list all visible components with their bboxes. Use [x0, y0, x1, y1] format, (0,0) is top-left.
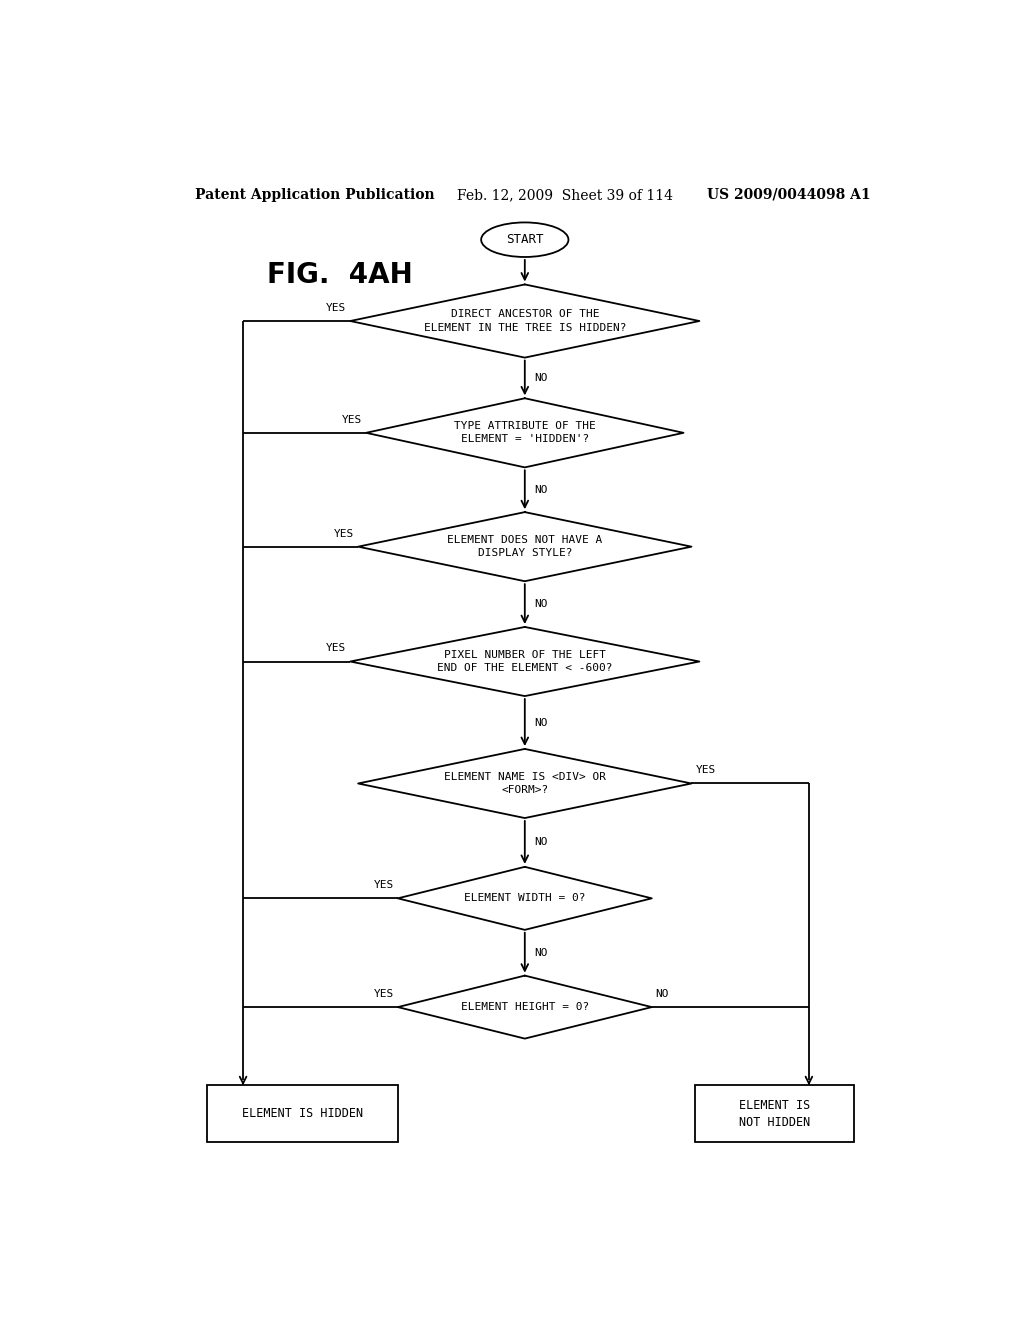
- Text: YES: YES: [326, 302, 346, 313]
- Text: YES: YES: [374, 880, 394, 890]
- Text: NO: NO: [535, 718, 548, 727]
- Text: NO: NO: [535, 374, 548, 383]
- Text: ELEMENT WIDTH = 0?: ELEMENT WIDTH = 0?: [464, 894, 586, 903]
- Text: Feb. 12, 2009  Sheet 39 of 114: Feb. 12, 2009 Sheet 39 of 114: [458, 187, 674, 202]
- Bar: [207, 1085, 397, 1142]
- Text: YES: YES: [326, 643, 346, 653]
- Text: YES: YES: [695, 766, 716, 775]
- Text: ELEMENT IS HIDDEN: ELEMENT IS HIDDEN: [242, 1107, 364, 1121]
- Text: DIRECT ANCESTOR OF THE
ELEMENT IN THE TREE IS HIDDEN?: DIRECT ANCESTOR OF THE ELEMENT IN THE TR…: [424, 309, 626, 333]
- Text: FIG.  4AH: FIG. 4AH: [267, 261, 413, 289]
- Text: NO: NO: [535, 599, 548, 609]
- Text: ELEMENT NAME IS <DIV> OR
<FORM>?: ELEMENT NAME IS <DIV> OR <FORM>?: [443, 772, 606, 795]
- Text: US 2009/0044098 A1: US 2009/0044098 A1: [708, 187, 871, 202]
- Text: ELEMENT HEIGHT = 0?: ELEMENT HEIGHT = 0?: [461, 1002, 589, 1012]
- Text: YES: YES: [342, 414, 362, 425]
- Text: NO: NO: [535, 837, 548, 847]
- Text: YES: YES: [374, 989, 394, 999]
- Text: NO: NO: [655, 989, 670, 999]
- Text: YES: YES: [334, 528, 354, 539]
- Text: NO: NO: [535, 948, 548, 958]
- Text: TYPE ATTRIBUTE OF THE
ELEMENT = 'HIDDEN'?: TYPE ATTRIBUTE OF THE ELEMENT = 'HIDDEN'…: [454, 421, 596, 445]
- Text: Patent Application Publication: Patent Application Publication: [196, 187, 435, 202]
- Text: NO: NO: [535, 484, 548, 495]
- Text: START: START: [506, 234, 544, 247]
- Text: ELEMENT IS
NOT HIDDEN: ELEMENT IS NOT HIDDEN: [739, 1098, 810, 1129]
- Text: ELEMENT DOES NOT HAVE A
DISPLAY STYLE?: ELEMENT DOES NOT HAVE A DISPLAY STYLE?: [447, 535, 602, 558]
- Text: PIXEL NUMBER OF THE LEFT
END OF THE ELEMENT < -600?: PIXEL NUMBER OF THE LEFT END OF THE ELEM…: [437, 649, 612, 673]
- Bar: [695, 1085, 854, 1142]
